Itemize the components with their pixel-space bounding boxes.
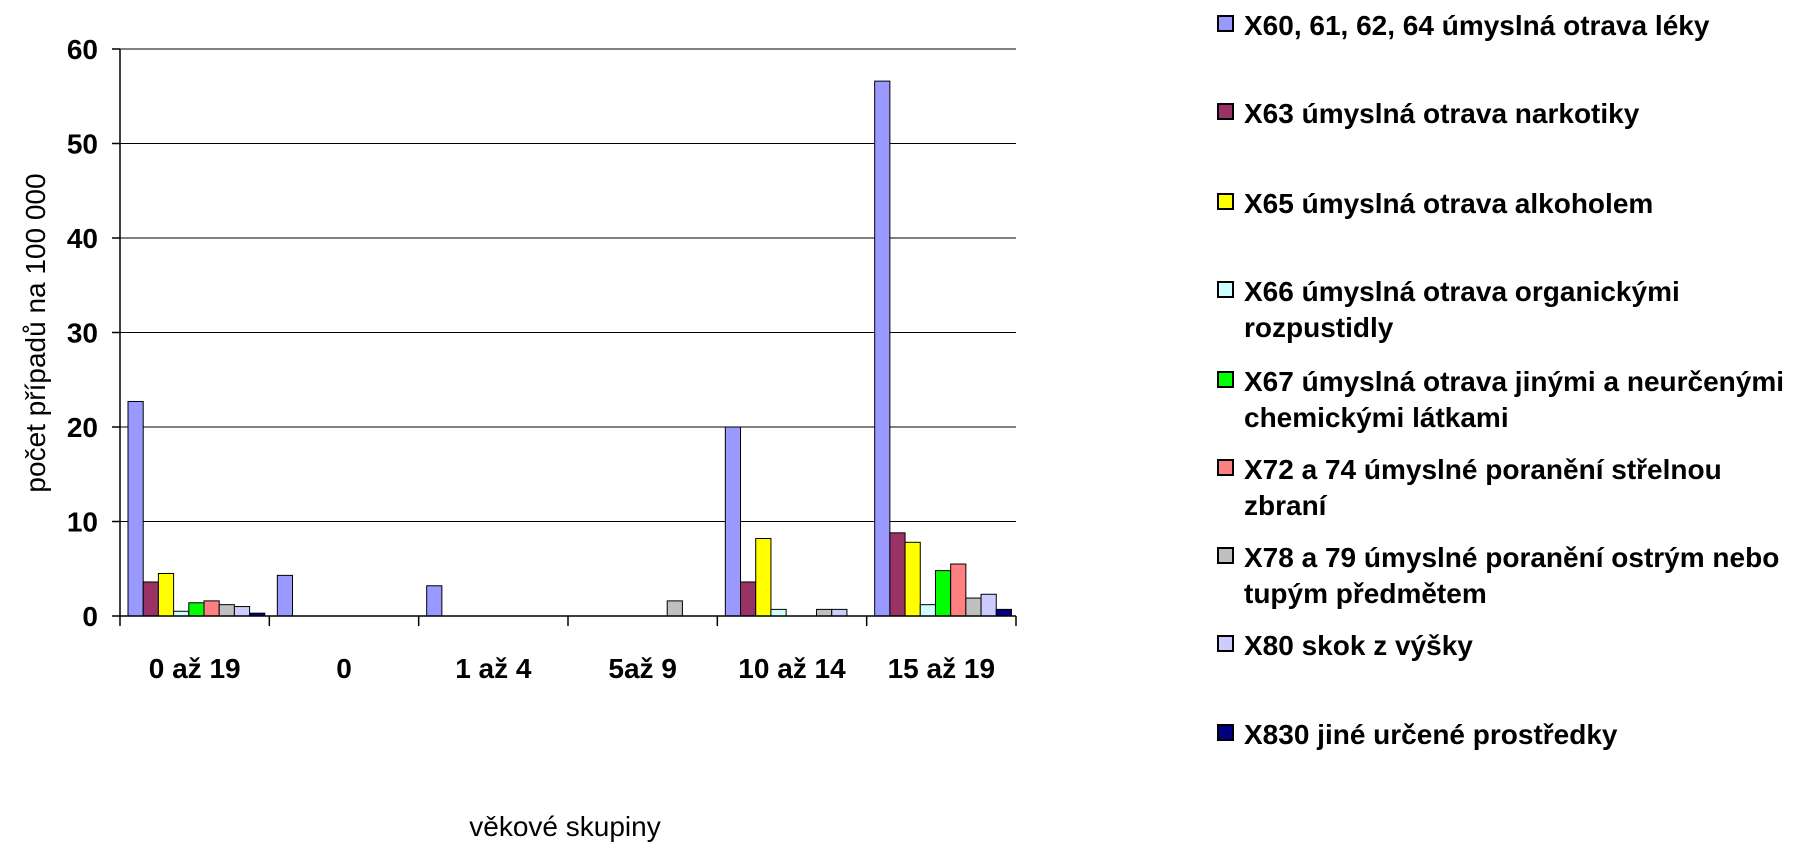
- legend-swatch: [1217, 459, 1234, 476]
- bar: [426, 585, 443, 617]
- bar: [755, 538, 772, 617]
- legend-item: X65 úmyslná otrava alkoholem: [1217, 186, 1807, 222]
- bar: [218, 604, 235, 617]
- bars: [127, 80, 1012, 617]
- y-axis-title: počet případů na 100 000: [20, 173, 51, 492]
- y-tick-label: 30: [67, 318, 98, 349]
- legend: X60, 61, 62, 64 úmyslná otrava léky X63 ú…: [1217, 0, 1807, 859]
- gridlines: [120, 48, 1016, 522]
- legend-swatch: [1217, 547, 1234, 564]
- bar: [950, 563, 967, 617]
- bar: [127, 400, 144, 617]
- legend-label: X72 a 74 úmyslné poranění střelnou zbran…: [1244, 454, 1722, 521]
- bar: [904, 541, 921, 617]
- x-tick-label: 0: [336, 653, 352, 684]
- bar: [157, 572, 175, 617]
- bar: [233, 606, 251, 617]
- x-tick-label: 15 až 19: [888, 653, 995, 684]
- legend-item: X67 úmyslná otrava jinými a neurčenými c…: [1217, 364, 1807, 436]
- y-tick-label: 40: [67, 223, 98, 254]
- x-tick-label: 10 až 14: [738, 653, 846, 684]
- legend-item: X72 a 74 úmyslné poranění střelnou zbran…: [1217, 452, 1807, 524]
- legend-label: X78 a 79 úmyslné poranění ostrým nebo tu…: [1244, 542, 1780, 609]
- bar: [874, 80, 891, 617]
- x-axis-title: věkové skupiny: [469, 811, 660, 842]
- bar: [919, 604, 936, 617]
- bar: [995, 608, 1012, 617]
- legend-swatch: [1217, 371, 1234, 388]
- legend-label: X67 úmyslná otrava jinými a neurčenými c…: [1244, 366, 1785, 433]
- tick-labels: 0 10 20 30 40 50 60 0 až 19 0 1 až 4 5až 9 10 až 14…: [67, 34, 995, 684]
- legend-item: X830 jiné určené prostředky: [1217, 717, 1807, 753]
- x-tick-label: 1 až 4: [455, 653, 532, 684]
- legend-label: X63 úmyslná otrava narkotiky: [1244, 98, 1640, 129]
- bar: [770, 608, 787, 617]
- bar: [965, 597, 982, 617]
- legend-item: X78 a 79 úmyslné poranění ostrým nebo tu…: [1217, 540, 1807, 612]
- axes: [112, 48, 1017, 626]
- bar: [188, 602, 205, 617]
- bar: [816, 608, 833, 617]
- legend-item: X63 úmyslná otrava narkotiky: [1217, 96, 1807, 132]
- legend-swatch: [1217, 15, 1234, 32]
- bar: [724, 426, 742, 617]
- legend-swatch: [1217, 281, 1234, 298]
- y-tick-label: 10: [67, 507, 98, 538]
- legend-swatch: [1217, 724, 1234, 741]
- bar: [666, 600, 683, 617]
- bar: [142, 581, 159, 617]
- x-tick-label: 5až 9: [608, 653, 677, 684]
- legend-label: X65 úmyslná otrava alkoholem: [1244, 188, 1654, 219]
- legend-swatch: [1217, 193, 1234, 210]
- y-tick-label: 20: [67, 412, 98, 443]
- legend-swatch: [1217, 635, 1234, 652]
- y-tick-label: 0: [82, 601, 98, 632]
- bar: [980, 593, 997, 617]
- legend-swatch: [1217, 103, 1234, 120]
- y-tick-label: 60: [67, 34, 98, 65]
- legend-label: X80 skok z výšky: [1244, 630, 1473, 661]
- bar: [740, 581, 757, 617]
- legend-item: X80 skok z výšky: [1217, 628, 1807, 664]
- legend-label: X60, 61, 62, 64 úmyslná otrava léky: [1244, 10, 1710, 41]
- bar: [934, 570, 952, 617]
- legend-label: X830 jiné určené prostředky: [1244, 719, 1618, 750]
- legend-label: X66 úmyslná otrava organickými rozpustid…: [1244, 276, 1680, 343]
- x-tick-label: 0 až 19: [149, 653, 241, 684]
- bar: [889, 532, 906, 617]
- legend-item: X66 úmyslná otrava organickými rozpustid…: [1217, 274, 1807, 346]
- y-tick-label: 50: [67, 129, 98, 160]
- legend-item: X60, 61, 62, 64 úmyslná otrava léky: [1217, 8, 1807, 44]
- bar: [831, 608, 848, 617]
- bar: [276, 574, 294, 617]
- bar: [203, 600, 220, 617]
